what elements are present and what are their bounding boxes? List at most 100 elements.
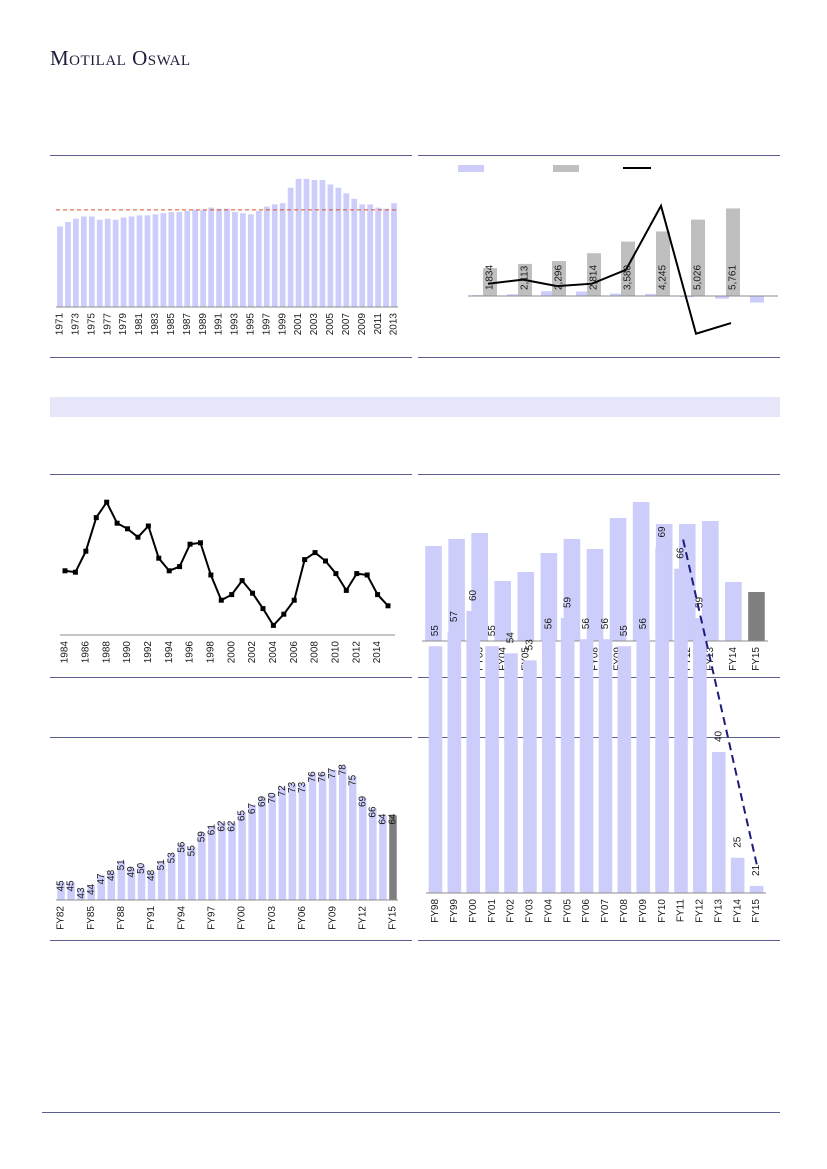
bar-FY11 bbox=[348, 776, 357, 900]
tick-FY04: FY04 bbox=[543, 899, 554, 923]
bar-FY05 bbox=[560, 618, 575, 893]
grey-bar-FY09 bbox=[552, 261, 566, 296]
bar-1981 bbox=[136, 215, 143, 307]
data-label-FY87: 48 bbox=[106, 869, 117, 881]
data-label-FY08: 76 bbox=[317, 771, 328, 783]
tick-FY15: FY15 bbox=[751, 647, 762, 671]
chart-3: 1984 1986 1988 1990 1992 1994 1996 1998 2000 2002… bbox=[60, 499, 395, 664]
tick-FY09: FY09 bbox=[327, 906, 338, 930]
panel-rule bbox=[418, 940, 780, 941]
bar-FY07 bbox=[308, 773, 317, 900]
chart-2: 1,834 2,113 2,296 2,814 3,580 4,245 5,026 5,761 bbox=[458, 165, 778, 335]
data-label-FY13: 66 bbox=[367, 806, 378, 818]
bar-FY82 bbox=[57, 882, 65, 900]
bar-FY06 bbox=[579, 639, 594, 893]
panel-rule bbox=[50, 677, 412, 678]
bar-2007 bbox=[343, 193, 350, 307]
point-1992 bbox=[145, 523, 151, 529]
light-bar-FY12 bbox=[645, 293, 659, 296]
data-label-FY98: 55 bbox=[430, 625, 441, 637]
tick-1998: 1998 bbox=[206, 641, 217, 664]
tick-FY03: FY03 bbox=[267, 906, 278, 930]
bar-FY09 bbox=[609, 518, 627, 641]
tick-2004: 2004 bbox=[268, 641, 279, 664]
grey-bar-FY07 bbox=[483, 268, 497, 296]
tick-1989: 1989 bbox=[198, 313, 209, 336]
tick-1995: 1995 bbox=[246, 313, 257, 336]
tick-1987: 1987 bbox=[182, 313, 193, 336]
bar-1996 bbox=[255, 210, 262, 307]
tick-1991: 1991 bbox=[214, 313, 225, 336]
data-label-FY86: 47 bbox=[96, 873, 107, 885]
bar-2010 bbox=[367, 204, 374, 307]
data-label-FY15: 64 bbox=[388, 813, 399, 825]
light-bar-FY09 bbox=[541, 291, 555, 296]
data-label-FY15: 21 bbox=[751, 864, 762, 876]
bar-FY01 bbox=[248, 804, 256, 900]
bar-2006 bbox=[335, 187, 342, 307]
data-label-FY09: 77 bbox=[327, 767, 338, 779]
panel-rule bbox=[50, 737, 412, 738]
section-band bbox=[50, 397, 780, 417]
bar-1995 bbox=[247, 214, 254, 307]
tick-FY82: FY82 bbox=[56, 906, 67, 930]
tick-FY97: FY97 bbox=[207, 906, 218, 930]
bar-FY11 bbox=[674, 568, 688, 893]
legend-swatch-1 bbox=[458, 165, 484, 172]
tick-FY08: FY08 bbox=[619, 899, 630, 923]
tick-FY00: FY00 bbox=[237, 906, 248, 930]
bar-1991 bbox=[216, 208, 222, 307]
point-2011 bbox=[343, 587, 349, 593]
tick-FY00: FY00 bbox=[468, 899, 479, 923]
bar-FY98 bbox=[428, 646, 443, 893]
tick-1986: 1986 bbox=[80, 641, 91, 664]
bar-FY05 bbox=[288, 783, 297, 900]
tick-2013: 2013 bbox=[389, 313, 400, 336]
tick-FY99: FY99 bbox=[449, 899, 460, 923]
bar-FY93 bbox=[167, 854, 176, 900]
tick-FY14: FY14 bbox=[728, 647, 739, 671]
point-1985 bbox=[72, 569, 78, 575]
data-label-FY01: 55 bbox=[487, 625, 498, 637]
data-label-FY12: 69 bbox=[357, 795, 368, 807]
data-label-FY06: 73 bbox=[297, 781, 308, 793]
bar-FY12 bbox=[693, 618, 707, 893]
bar-FY13 bbox=[369, 808, 377, 900]
point-2014 bbox=[375, 592, 381, 598]
bar-FY14 bbox=[379, 815, 387, 900]
trend-line bbox=[682, 539, 759, 869]
bar-FY99 bbox=[228, 822, 236, 900]
tick-FY88: FY88 bbox=[116, 906, 127, 930]
panel-rule bbox=[50, 357, 412, 358]
data-label-FY95: 55 bbox=[186, 845, 197, 857]
tick-FY12: FY12 bbox=[695, 899, 706, 923]
data-label-FY07: 56 bbox=[600, 618, 611, 630]
legend-swatch-2 bbox=[553, 165, 579, 172]
bar-FY10 bbox=[655, 547, 669, 893]
light-bar-FY15 bbox=[750, 296, 764, 303]
bar-FY12 bbox=[359, 797, 367, 900]
tick-2011: 2011 bbox=[373, 313, 384, 335]
bar-FY01 bbox=[485, 646, 499, 893]
bar-1985 bbox=[168, 212, 175, 307]
panel-rule bbox=[418, 357, 780, 358]
data-label-FY00: 60 bbox=[468, 589, 479, 601]
tick-FY01: FY01 bbox=[487, 899, 498, 923]
bar-FY09 bbox=[636, 639, 651, 893]
bar-1994 bbox=[240, 213, 246, 307]
bar-FY05 bbox=[517, 572, 535, 641]
data-label-FY01: 67 bbox=[247, 803, 258, 815]
bar-FY99 bbox=[447, 632, 462, 893]
bar-2005 bbox=[327, 184, 334, 307]
footer-rule bbox=[42, 1112, 780, 1113]
point-1999 bbox=[218, 597, 224, 603]
bar-FY02 bbox=[504, 653, 518, 893]
bar-FY97 bbox=[208, 826, 216, 900]
point-2006 bbox=[291, 597, 297, 603]
data-label-FY94: 56 bbox=[176, 841, 187, 853]
tick-2012: 2012 bbox=[351, 641, 362, 664]
bar-FY87 bbox=[107, 871, 116, 900]
grey-bar-FY10 bbox=[587, 253, 601, 296]
bar-1972 bbox=[65, 221, 71, 307]
bar-2001 bbox=[295, 178, 302, 307]
